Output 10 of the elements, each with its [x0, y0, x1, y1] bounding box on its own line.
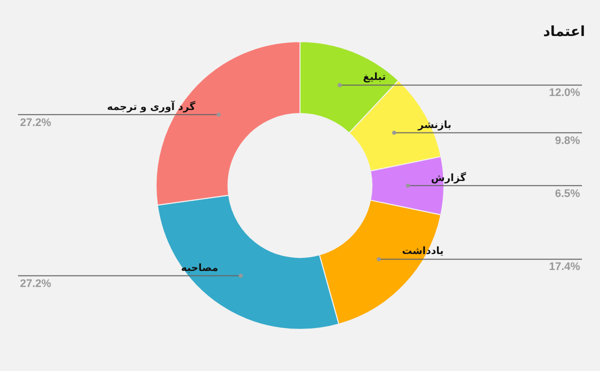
- data-label: 12.0%: [549, 87, 580, 99]
- data-label: 6.5%: [555, 188, 580, 200]
- data-label: 27.2%: [20, 117, 52, 129]
- chart-title: اعتماد: [543, 24, 585, 40]
- data-label: 27.2%: [20, 278, 52, 290]
- slice-label: گرد آوری و ترجمه: [107, 100, 196, 113]
- slice-label: گزارش: [431, 171, 466, 184]
- slice-label: تبلیغ: [363, 72, 386, 83]
- data-label: 17.4%: [549, 261, 580, 273]
- data-label: 9.8%: [555, 135, 580, 147]
